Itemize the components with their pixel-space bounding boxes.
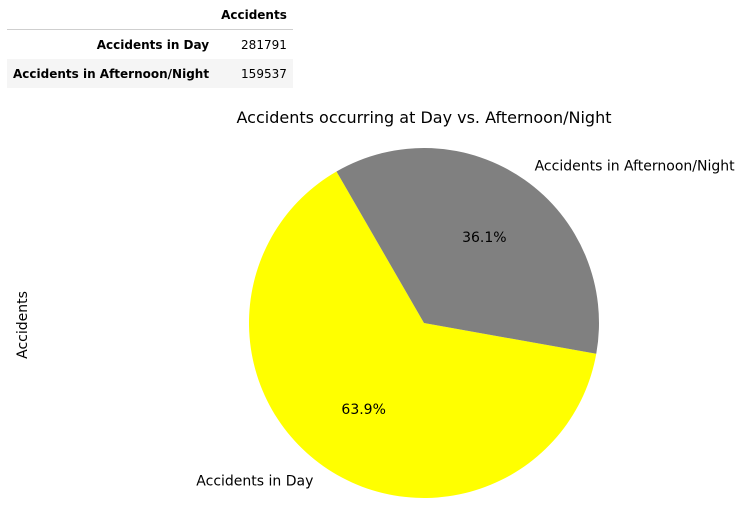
table-row: Accidents in Day 281791	[7, 30, 293, 60]
table-index-header	[7, 0, 216, 30]
slice-percent-label: 36.1%	[462, 230, 506, 246]
slice-percent-label: 63.9%	[341, 402, 385, 418]
table-column-header: Accidents	[215, 0, 293, 30]
pie-slice	[248, 171, 597, 499]
dataframe-table: Accidents Accidents in Day 281791 Accide…	[7, 0, 293, 88]
table-row: Accidents in Afternoon/Night 159537	[7, 59, 293, 88]
table-header-row: Accidents	[7, 0, 293, 30]
table-row-label: Accidents in Afternoon/Night	[13, 66, 210, 81]
table-cell-value: 281791	[241, 37, 287, 52]
pie-slice	[336, 148, 599, 354]
slice-category-label: Accidents in Day	[196, 474, 313, 490]
table-cell-value: 159537	[241, 66, 287, 81]
slice-category-label: Accidents in Afternoon/Night	[535, 158, 736, 174]
y-axis-label: Accidents	[15, 291, 31, 359]
chart-title: Accidents occurring at Day vs. Afternoon…	[237, 108, 612, 127]
table-row-label: Accidents in Day	[96, 37, 210, 52]
